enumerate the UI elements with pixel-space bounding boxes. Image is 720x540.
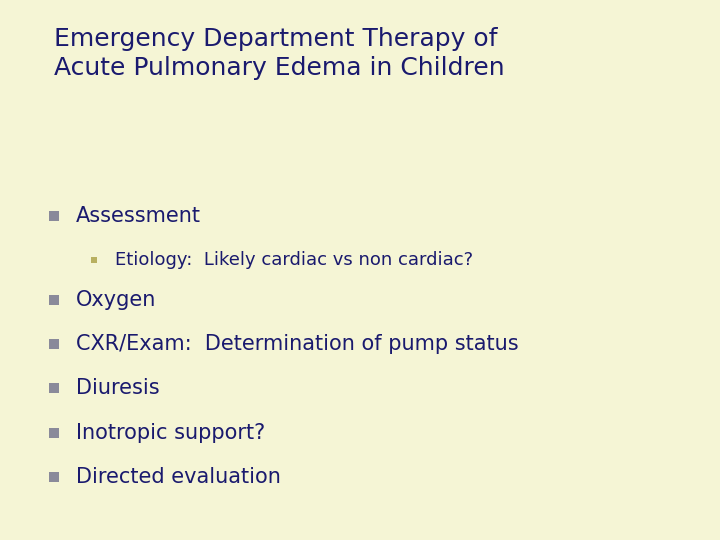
Text: Assessment: Assessment [76, 206, 201, 226]
Text: Oxygen: Oxygen [76, 289, 156, 310]
Text: Etiology:  Likely cardiac vs non cardiac?: Etiology: Likely cardiac vs non cardiac? [115, 251, 473, 269]
Text: Inotropic support?: Inotropic support? [76, 422, 265, 443]
Text: Emergency Department Therapy of
Acute Pulmonary Edema in Children: Emergency Department Therapy of Acute Pu… [54, 27, 505, 80]
Text: CXR/Exam:  Determination of pump status: CXR/Exam: Determination of pump status [76, 334, 518, 354]
Text: Directed evaluation: Directed evaluation [76, 467, 281, 487]
Text: Diuresis: Diuresis [76, 378, 159, 399]
